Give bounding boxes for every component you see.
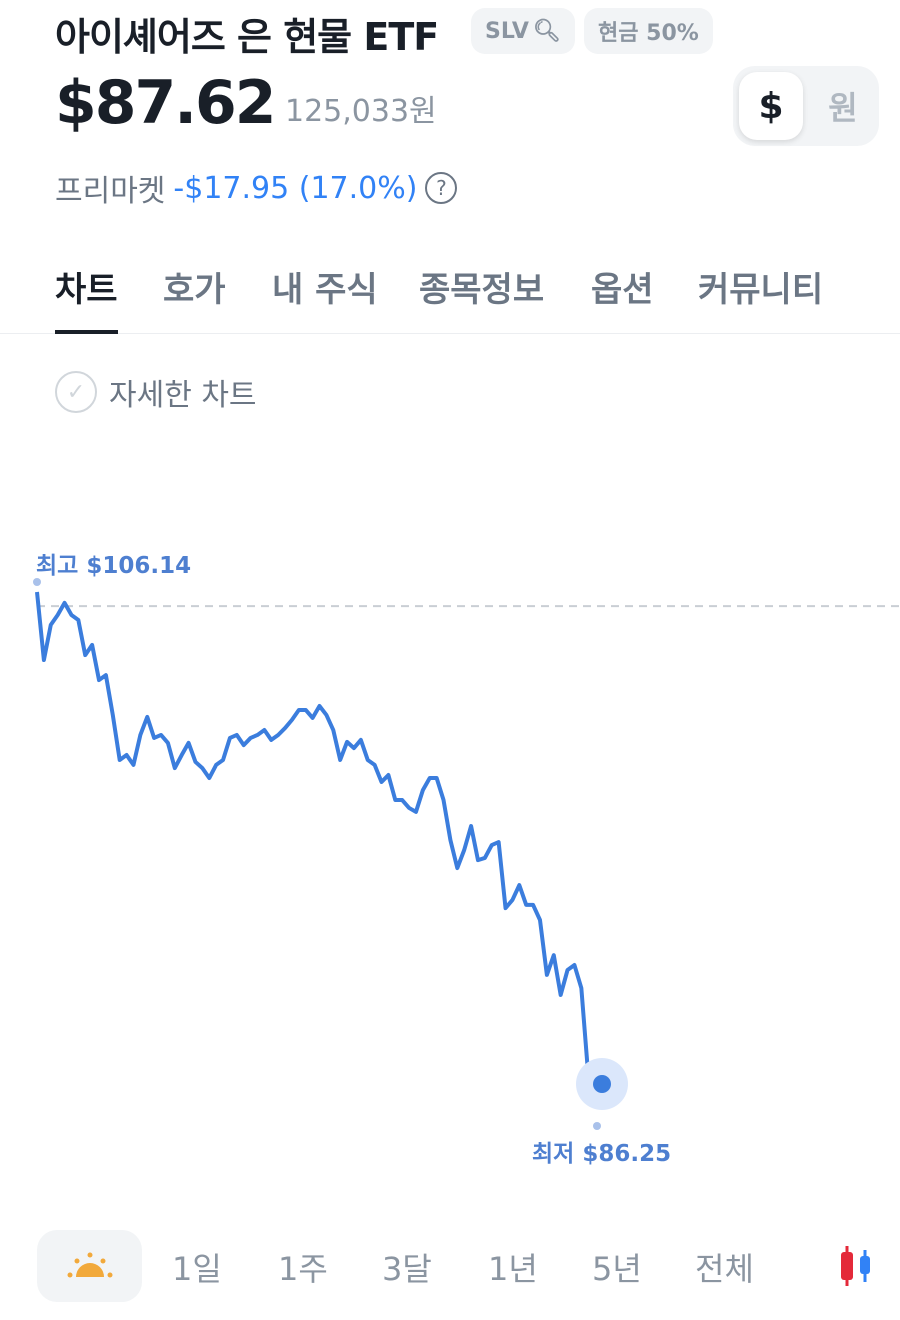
help-icon[interactable]: ? [425,172,458,204]
period-1d[interactable]: 1일 [172,1250,222,1288]
price-line [35,591,604,1085]
current-price: $87.62 [55,68,277,138]
premarket-change: -$17.95 (17.0%) [173,170,418,206]
premarket-label: 프리마켓 [55,174,166,209]
premarket-row: 프리마켓 -$17.95 (17.0%) ? [55,166,458,210]
tab-options[interactable]: 옵션 [591,270,654,310]
period-5y[interactable]: 5년 [592,1250,642,1288]
detailed-chart-label: 자세한 차트 [109,378,257,413]
tab-stock-info[interactable]: 종목정보 [419,270,545,310]
high-marker [33,578,41,586]
period-all[interactable]: 전체 [695,1250,754,1288]
high-label: 최고 $106.14 [36,553,192,579]
ticker-search-chip[interactable]: SLV 🔍︎ [471,8,575,54]
ticker: SLV [485,18,529,44]
tab-orderbook[interactable]: 호가 [163,270,226,310]
low-label: 최저 $86.25 [532,1141,672,1167]
period-bar: 1일 1주 3달 1년 5년 전체 [0,1230,900,1302]
sunrise-icon [67,1252,112,1278]
candlestick-icon[interactable] [836,1244,876,1288]
check-icon: ✓ [55,371,97,413]
current-point [593,1075,611,1093]
search-icon: 🔍︎ [532,18,561,44]
period-3m[interactable]: 3달 [382,1250,432,1288]
price-krw: 125,033원 [285,94,437,129]
low-marker [593,1122,601,1130]
stock-title: 아이셰어즈 은 현물 ETF [55,15,439,59]
period-1y[interactable]: 1년 [488,1250,538,1288]
currency-toggle[interactable]: $ 원 [733,66,879,146]
currency-krw-option[interactable]: 원 [828,89,858,127]
detailed-chart-toggle[interactable]: ✓ 자세한 차트 [55,370,257,414]
premarket-session-button[interactable] [37,1230,142,1302]
tab-my-stock[interactable]: 내 주식 [272,270,378,310]
period-1w[interactable]: 1주 [278,1250,328,1288]
currency-usd-option[interactable]: $ [739,72,803,140]
tab-bar: 차트 호가 내 주식 종목정보 옵션 커뮤니티 [0,262,900,334]
cash-badge: 현금 50% [584,8,713,54]
tab-community[interactable]: 커뮤니티 [698,270,824,310]
tab-chart[interactable]: 차트 [55,262,118,334]
